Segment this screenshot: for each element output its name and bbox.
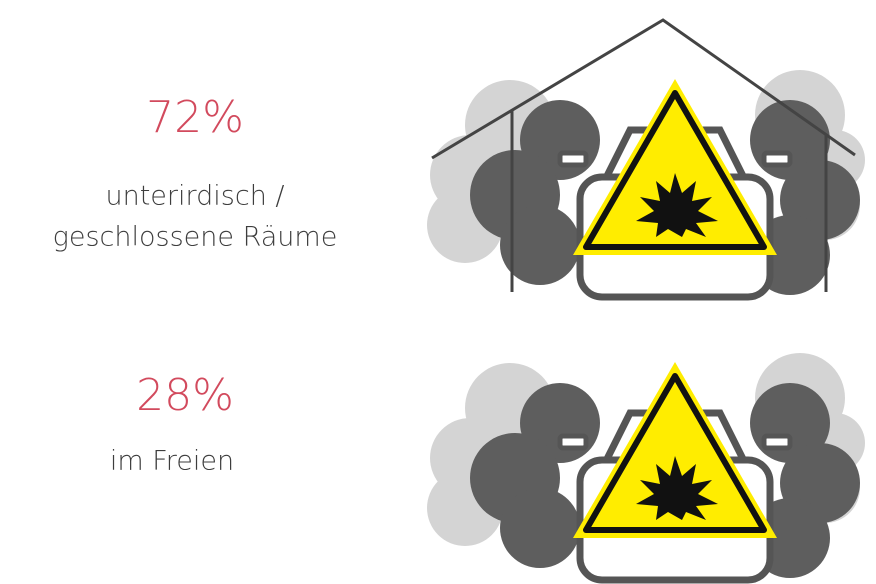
label-line: geschlossene Räume (53, 222, 338, 253)
car-explosion-icon (427, 70, 865, 297)
percent: 28% (136, 370, 234, 421)
car-explosion-icon (427, 353, 865, 580)
label-line: im Freien (110, 446, 234, 477)
label-line: unterirdisch / (106, 181, 285, 212)
percent: 72% (146, 92, 244, 143)
page: 72% unterirdisch / geschlossene Räume 28… (0, 0, 876, 584)
infographic: 72% unterirdisch / geschlossene Räume 28… (0, 0, 876, 584)
